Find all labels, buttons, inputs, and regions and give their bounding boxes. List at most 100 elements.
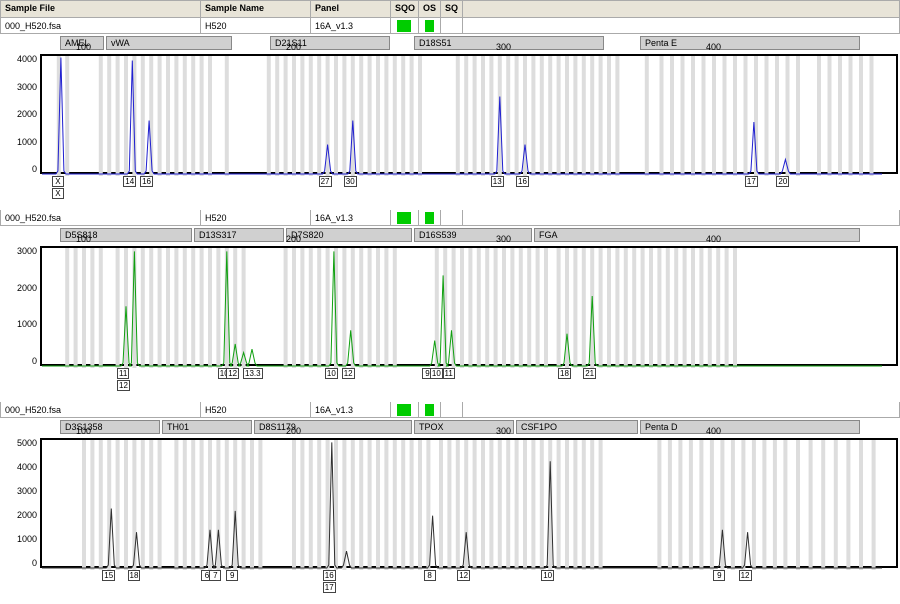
locus-label: D8S1179: [254, 420, 412, 434]
allele-call[interactable]: 8: [424, 570, 436, 581]
os-cell: [419, 18, 441, 33]
allele-call[interactable]: 18: [128, 570, 141, 581]
allele-call[interactable]: 21: [583, 368, 596, 379]
y-tick-label: 3000: [17, 246, 37, 256]
sample-name-cell: H520: [201, 402, 311, 417]
y-axis: 40003000200010000: [2, 54, 40, 174]
trace-svg: [42, 248, 882, 368]
os-cell: [419, 402, 441, 417]
column-header: Sample Name: [201, 1, 311, 17]
allele-call[interactable]: 10: [325, 368, 338, 379]
allele-call[interactable]: 7: [209, 570, 221, 581]
y-tick-label: 1000: [17, 534, 37, 544]
locus-label: FGA: [534, 228, 860, 242]
locus-label: Penta D: [640, 420, 860, 434]
y-tick-label: 1000: [17, 319, 37, 329]
x-tick-label: 200: [286, 42, 301, 52]
sample-file-cell: 000_H520.fsa: [1, 210, 201, 225]
allele-call[interactable]: 13.3: [243, 368, 263, 379]
y-tick-label: 0: [32, 164, 37, 174]
column-header: Panel: [311, 1, 391, 17]
column-header: Sample File: [1, 1, 201, 17]
sq-cell: [441, 18, 463, 33]
electropherogram-panel: 000_H520.fsaH52016A_v1.3AMELvWAD21S11D18…: [0, 18, 900, 200]
allele-call[interactable]: 12: [342, 368, 355, 379]
trace-svg: [42, 440, 882, 570]
locus-label: D3S1358: [60, 420, 160, 434]
sq-cell: [441, 210, 463, 225]
y-tick-label: 2000: [17, 510, 37, 520]
panel-cell: 16A_v1.3: [311, 18, 391, 33]
sqo-cell: [391, 402, 419, 417]
allele-call[interactable]: 10: [541, 570, 554, 581]
trace-svg: [42, 56, 882, 176]
x-tick-label: 100: [76, 426, 91, 436]
sample-name-cell: H520: [201, 18, 311, 33]
x-tick-label: 300: [496, 234, 511, 244]
x-tick-label: 100: [76, 42, 91, 52]
allele-call[interactable]: X: [52, 176, 64, 187]
column-header: OS: [419, 1, 441, 17]
allele-call[interactable]: X: [52, 188, 64, 199]
chart-container: 30002000100001112101213.3101291011182110…: [0, 244, 900, 392]
locus-label: TH01: [162, 420, 252, 434]
y-tick-label: 2000: [17, 283, 37, 293]
sqo-status-icon: [397, 212, 411, 224]
allele-call[interactable]: 12: [457, 570, 470, 581]
sqo-status-icon: [397, 20, 411, 32]
allele-call[interactable]: 10: [430, 368, 443, 379]
allele-call[interactable]: 17: [745, 176, 758, 187]
allele-call[interactable]: 11: [443, 368, 455, 379]
os-status-icon: [425, 212, 434, 224]
allele-call[interactable]: 18: [558, 368, 571, 379]
sq-cell: [441, 402, 463, 417]
y-tick-label: 3000: [17, 486, 37, 496]
sample-info-row: 000_H520.fsaH52016A_v1.3: [0, 18, 900, 34]
allele-call[interactable]: 20: [776, 176, 789, 187]
sqo-status-icon: [397, 404, 411, 416]
sample-info-row: 000_H520.fsaH52016A_v1.3: [0, 210, 900, 226]
x-tick-label: 400: [706, 234, 721, 244]
locus-bar: D3S1358TH01D8S1179TPOXCSF1POPenta D: [0, 418, 900, 436]
os-status-icon: [425, 404, 434, 416]
allele-call[interactable]: 16: [516, 176, 529, 187]
y-axis: 3000200010000: [2, 246, 40, 366]
allele-call[interactable]: 16: [323, 570, 336, 581]
allele-call[interactable]: 12: [739, 570, 752, 581]
y-tick-label: 1000: [17, 137, 37, 147]
locus-label: CSF1PO: [516, 420, 638, 434]
sample-file-cell: 000_H520.fsa: [1, 402, 201, 417]
electropherogram-panel: 000_H520.fsaH52016A_v1.3D5S818D13S317D7S…: [0, 210, 900, 392]
allele-call[interactable]: 11: [117, 368, 129, 379]
allele-call[interactable]: 15: [102, 570, 115, 581]
plot-area[interactable]: 100200300400: [40, 438, 898, 568]
x-tick-label: 400: [706, 42, 721, 52]
allele-call[interactable]: 9: [226, 570, 238, 581]
panel-cell: 16A_v1.3: [311, 402, 391, 417]
allele-call[interactable]: 27: [319, 176, 332, 187]
electropherogram-panel: 000_H520.fsaH52016A_v1.3D3S1358TH01D8S11…: [0, 402, 900, 594]
allele-call[interactable]: 16: [140, 176, 153, 187]
locus-label: D16S539: [414, 228, 532, 242]
plot-area[interactable]: 100200300400: [40, 54, 898, 174]
allele-call[interactable]: 14: [123, 176, 136, 187]
allele-call[interactable]: 30: [344, 176, 357, 187]
locus-label: Penta E: [640, 36, 860, 50]
allele-call[interactable]: 12: [117, 380, 130, 391]
allele-call[interactable]: 9: [713, 570, 725, 581]
y-tick-label: 4000: [17, 54, 37, 64]
os-cell: [419, 210, 441, 225]
x-tick-label: 400: [706, 426, 721, 436]
sample-file-cell: 000_H520.fsa: [1, 18, 201, 33]
allele-call[interactable]: 17: [323, 582, 336, 593]
panel-cell: 16A_v1.3: [311, 210, 391, 225]
sqo-cell: [391, 210, 419, 225]
x-tick-label: 300: [496, 42, 511, 52]
allele-call[interactable]: 13: [491, 176, 504, 187]
y-tick-label: 5000: [17, 438, 37, 448]
plot-area[interactable]: 100200300400: [40, 246, 898, 366]
locus-bar: AMELvWAD21S11D18S51Penta E: [0, 34, 900, 52]
sample-name-cell: H520: [201, 210, 311, 225]
allele-call[interactable]: 12: [226, 368, 239, 379]
y-tick-label: 4000: [17, 462, 37, 472]
